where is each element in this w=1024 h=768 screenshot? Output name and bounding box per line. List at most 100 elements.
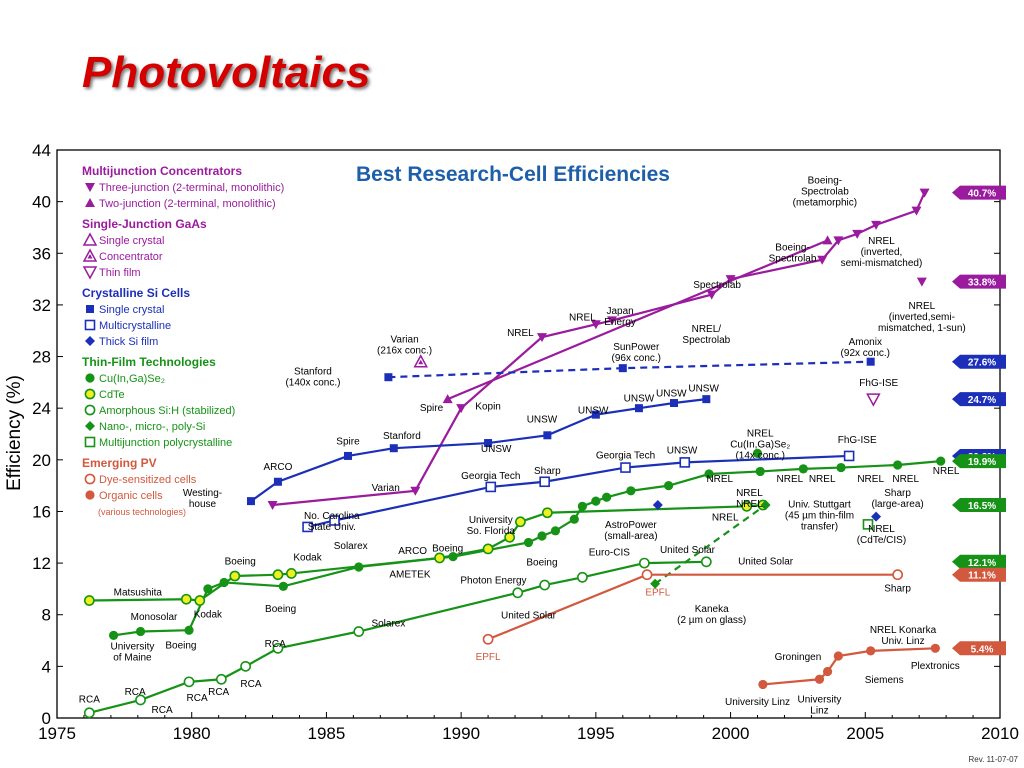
page-title: Photovoltaics (82, 48, 371, 97)
annotation-line: UNSW (656, 389, 687, 400)
annotation-line: Stanford (383, 431, 421, 442)
data-point (911, 206, 922, 216)
data-point (569, 514, 579, 524)
data-point (626, 486, 636, 496)
data-point (543, 431, 552, 440)
y-tick-label: 28 (32, 348, 51, 367)
annotation-line: NREL (857, 474, 884, 485)
record-tag (952, 354, 1006, 369)
y-tick-label: 32 (32, 296, 51, 315)
data-point (679, 457, 691, 468)
annotation-line: RCA (187, 693, 208, 704)
data-point (85, 421, 95, 431)
record-tag-label: 11.1% (968, 571, 996, 582)
annotation: NREL (706, 474, 733, 485)
data-point (591, 410, 600, 419)
annotation-line: Kaneka (695, 604, 729, 615)
annotation: FhG-ISE (838, 435, 877, 446)
data-point (590, 320, 601, 330)
annotation: University So. Florida (467, 515, 516, 537)
data-point (83, 595, 95, 606)
annotation-line: ARCO (263, 462, 292, 473)
y-tick-label: 40 (32, 193, 51, 212)
legend-heading: Emerging PV (82, 456, 157, 470)
data-point (836, 462, 846, 473)
data-point (758, 679, 768, 690)
annotation: Varian (216x conc.) (377, 334, 432, 356)
data-point (822, 666, 833, 677)
annotation-line: United Solar (501, 611, 557, 622)
data-point (536, 333, 547, 343)
annotation-line: (large-area) (871, 499, 923, 510)
data-point (389, 444, 398, 453)
annotation: Solarex (334, 541, 368, 552)
annotation: Boeing (225, 556, 256, 567)
record-tag-label: 19.9% (968, 457, 996, 468)
annotation: NREL (inverted,semi-mismatched, 1-sun) (878, 301, 966, 334)
annotation-line: NREL (777, 474, 804, 485)
data-point (413, 354, 428, 368)
annotation-line: RCA (152, 705, 173, 716)
y-tick-label: 36 (32, 244, 51, 263)
annotation: University of Maine (110, 642, 154, 664)
y-tick-label: 4 (42, 657, 51, 676)
annotation-line: NREL (868, 236, 895, 247)
data-point (302, 521, 313, 533)
annotation-line: (140x conc.) (285, 378, 340, 389)
x-tick-label: 1990 (442, 724, 480, 743)
series-kaneka-dashed (650, 500, 771, 589)
annotation-line: Amonix (849, 337, 882, 348)
legend-item: Cu(In,Ga)Se₂ (99, 373, 165, 385)
data-point (215, 673, 227, 685)
annotation-line: NREL (736, 499, 763, 510)
annotation-line: (2 µm on glass) (677, 615, 746, 626)
annotation-line: UNSW (578, 405, 609, 416)
annotation-line: Spire (336, 436, 360, 447)
data-point (86, 305, 94, 313)
annotation: Kaneka (2 µm on glass) (677, 604, 746, 626)
data-point (641, 569, 653, 581)
record-tag (952, 554, 1006, 569)
annotation-line: State Univ. (308, 522, 356, 533)
annotation-line: Linz (810, 706, 828, 717)
annotation-line: Varian (390, 334, 418, 345)
series-si-single-crystal (246, 395, 711, 506)
data-point (85, 336, 95, 346)
x-tick-label: 1995 (577, 724, 615, 743)
annotation-line: UNSW (688, 383, 719, 394)
data-point (550, 526, 561, 536)
annotation-line: EPFL (476, 652, 501, 663)
data-point (184, 625, 194, 635)
record-tag-label: 12.1% (968, 558, 996, 569)
data-point (84, 436, 96, 448)
annotation-line: AstroPower (605, 520, 657, 531)
data-point (135, 694, 146, 706)
annotation: UNSW (688, 383, 719, 394)
annotation-line: Solarex (334, 541, 368, 552)
annotation: Boeing (265, 604, 296, 615)
data-point (267, 501, 278, 510)
legend-item: Single crystal (99, 304, 164, 316)
data-point (704, 469, 714, 479)
annotation: UNSW (481, 444, 512, 455)
annotation: RCA (152, 705, 173, 716)
data-point (84, 319, 96, 331)
annotation-line: (inverted, (861, 247, 903, 258)
chart-axes: 0 4 8 12 16 20 24 28 32 36 40 44 1975 1980 1985 1990 199… (32, 141, 1019, 743)
annotation-line: Cu(In,Ga)Se₂ (730, 440, 790, 451)
annotation-line: Kodak (194, 609, 223, 620)
annotation: Photon Energy (460, 576, 526, 587)
marker-core (87, 254, 93, 259)
annotation-line: Georgia Tech (596, 451, 655, 462)
record-tag-label: 27.6% (968, 358, 996, 369)
annotation-line: Plextronics (911, 661, 960, 672)
data-point (85, 373, 95, 383)
x-tick-label: 1980 (173, 724, 211, 743)
annotation: Sharp (large-area) (871, 488, 923, 510)
annotation-line: Siemens (865, 675, 904, 686)
legend-heading: Thin-Film Technologies (82, 355, 216, 369)
data-point (82, 266, 98, 280)
legend-item: Nano-, micro-, poly-Si (99, 421, 205, 433)
annotation-line: Spire (420, 403, 444, 414)
annotation-line: Boeing (265, 604, 296, 615)
